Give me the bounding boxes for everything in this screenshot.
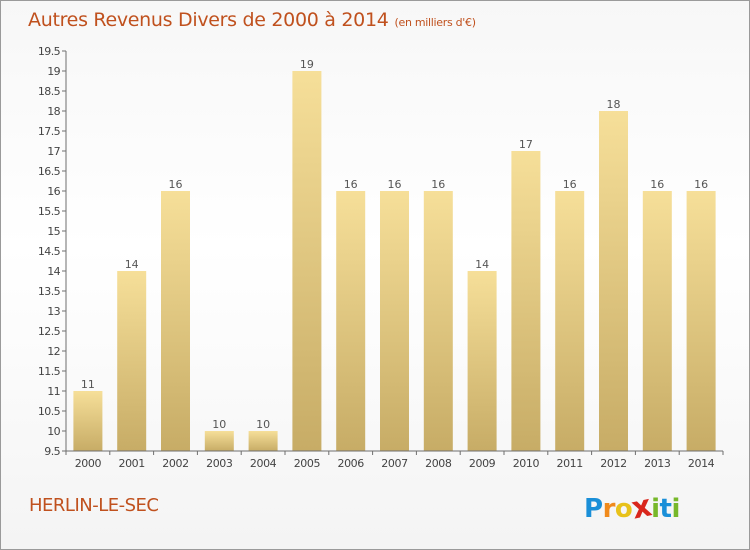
bar-value-label: 10 (256, 418, 270, 431)
bar-2005 (292, 71, 322, 451)
bar-2013 (642, 191, 672, 451)
y-tick-label: 16.5 (38, 165, 61, 178)
x-tick-label: 2007 (381, 457, 408, 470)
x-tick-label: 2012 (600, 457, 626, 470)
x-tick-label: 2003 (206, 457, 233, 470)
y-tick-label: 15 (47, 225, 60, 238)
bar-value-label: 10 (212, 418, 226, 431)
logo-letter: i (671, 494, 680, 524)
bar-value-label: 14 (125, 258, 139, 271)
bar-value-label: 16 (344, 178, 358, 191)
bar-2000 (73, 391, 103, 451)
y-tick-label: 15.5 (38, 205, 61, 218)
y-tick-label: 14.5 (38, 245, 61, 258)
y-tick-label: 10.5 (38, 405, 61, 418)
x-tick-label: 2002 (162, 457, 188, 470)
y-tick-label: 19 (47, 65, 60, 78)
y-tick-label: 13 (47, 305, 60, 318)
bar-2008 (423, 191, 453, 451)
x-tick-label: 2005 (294, 457, 321, 470)
x-tick-label: 2010 (513, 457, 540, 470)
y-tick-label: 13.5 (38, 285, 61, 298)
proxiti-logo: Proxiti (584, 488, 680, 526)
x-tick-label: 2014 (688, 457, 715, 470)
y-tick-label: 11.5 (38, 365, 61, 378)
bar-2002 (161, 191, 190, 451)
y-tick-label: 19.5 (38, 45, 61, 58)
logo-letter: i (651, 494, 660, 524)
bar-2003 (204, 431, 234, 451)
y-tick-label: 9.5 (44, 445, 60, 458)
y-tick-label: 16 (47, 185, 60, 198)
bar-2009 (467, 271, 497, 451)
x-tick-label: 2000 (75, 457, 102, 470)
y-tick-label: 12 (47, 345, 60, 358)
bar-value-label: 16 (650, 178, 664, 191)
bar-2012 (599, 111, 628, 451)
y-tick-label: 18.5 (38, 85, 61, 98)
bar-value-label: 16 (694, 178, 708, 191)
bar-2001 (117, 271, 147, 451)
bar-2011 (555, 191, 585, 451)
y-tick-label: 12.5 (38, 325, 61, 338)
bar-value-label: 16 (563, 178, 577, 191)
bar-value-label: 16 (431, 178, 445, 191)
chart-title: Autres Revenus Divers de 2000 à 2014 (en … (28, 9, 476, 31)
y-tick-label: 17 (47, 145, 60, 158)
x-tick-label: 2008 (425, 457, 452, 470)
bar-value-label: 16 (388, 178, 402, 191)
commune-name: HERLIN-LE-SEC (29, 495, 159, 516)
bar-value-label: 19 (300, 58, 314, 71)
bar-value-label: 16 (169, 178, 183, 191)
bar-value-label: 17 (519, 138, 533, 151)
bar-value-label: 11 (81, 378, 95, 391)
x-tick-label: 2006 (337, 457, 364, 470)
bar-value-label: 14 (475, 258, 489, 271)
bar-2014 (686, 191, 716, 451)
logo-letter: r (602, 494, 616, 524)
logo-letter: P (584, 494, 603, 524)
bar-2004 (248, 431, 278, 451)
x-tick-label: 2009 (469, 457, 496, 470)
bar-2010 (511, 151, 541, 451)
y-tick-label: 10 (47, 425, 60, 438)
chart-unit: (en milliers d'€) (394, 16, 476, 29)
bar-2007 (380, 191, 409, 451)
x-tick-label: 2004 (250, 457, 277, 470)
bars-layer: 11 14 16 10 10 19 16 16 16 14 17 16 18 16 16 (73, 58, 716, 451)
y-tick-label: 11 (47, 385, 60, 398)
x-tick-label: 2013 (644, 457, 671, 470)
y-tick-label: 17.5 (38, 125, 61, 138)
chart-title-text: Autres Revenus Divers de 2000 à 2014 (28, 9, 389, 31)
bar-2006 (336, 191, 366, 451)
x-tick-label: 2001 (118, 457, 144, 470)
axis-layer: 9.5 10 10.5 11 11.5 12 12.5 13 13.5 14 14.5 15 15.5 1… (38, 45, 724, 470)
bar-value-label: 18 (607, 98, 621, 111)
y-tick-label: 14 (47, 265, 60, 278)
x-tick-label: 2011 (556, 457, 582, 470)
logo-letter: t (659, 494, 672, 524)
y-tick-label: 18 (47, 105, 60, 118)
logo-letter: o (614, 494, 633, 524)
